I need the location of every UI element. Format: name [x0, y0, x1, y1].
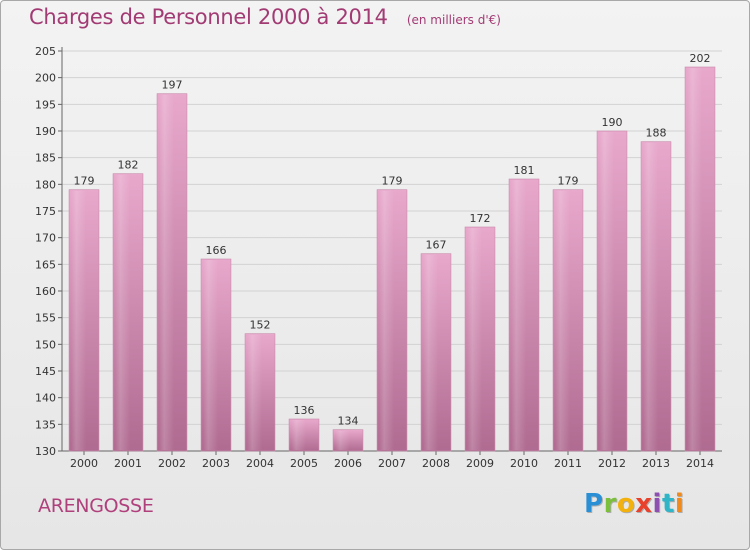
x-tick-label-2010: 2010: [510, 457, 538, 470]
y-tick-label: 140: [35, 392, 56, 405]
y-tick-label: 175: [35, 205, 56, 218]
y-tick-label: 190: [35, 125, 56, 138]
value-label-2009: 172: [470, 212, 491, 225]
x-tick-label-2013: 2013: [642, 457, 670, 470]
value-label-2011: 179: [558, 175, 579, 188]
logo-letter: r: [603, 489, 617, 519]
chart-unit: (en milliers d'€): [406, 13, 501, 27]
logo-letter: i: [652, 489, 662, 519]
bar-sheen: [71, 190, 86, 450]
bar-sheen: [555, 190, 570, 450]
x-tick-label-2014: 2014: [686, 457, 714, 470]
y-tick-label: 155: [35, 312, 56, 325]
x-tick-label-2009: 2009: [466, 457, 494, 470]
y-tick-label: 160: [35, 285, 56, 298]
value-label-2002: 197: [162, 79, 183, 92]
x-tick-label-2005: 2005: [290, 457, 318, 470]
x-tick-label-2006: 2006: [334, 457, 362, 470]
bars: [68, 66, 716, 452]
value-label-2008: 167: [426, 239, 447, 252]
y-tick-label: 185: [35, 152, 56, 165]
bar-sheen: [247, 334, 262, 450]
y-tick-label: 170: [35, 232, 56, 245]
title-row: Charges de Personnel 2000 à 2014 (en mil…: [29, 5, 501, 29]
value-label-2010: 181: [514, 164, 535, 177]
bar-sheen: [335, 430, 350, 450]
y-tick-label: 130: [35, 445, 56, 458]
bar-sheen: [291, 420, 306, 450]
y-tick-label: 165: [35, 258, 56, 271]
logo-letter: x: [635, 489, 653, 519]
y-tick-label: 200: [35, 72, 56, 85]
x-tick-label-2008: 2008: [422, 457, 450, 470]
bar-sheen: [115, 174, 130, 450]
value-label-2013: 188: [646, 127, 667, 140]
y-tick-label: 180: [35, 178, 56, 191]
bar-sheen: [599, 132, 614, 450]
bar-sheen: [511, 180, 526, 450]
x-tick-label-2011: 2011: [554, 457, 582, 470]
x-tick-label-2002: 2002: [158, 457, 186, 470]
bar-sheen: [379, 190, 394, 450]
logo-letter: P: [584, 489, 604, 519]
value-label-2014: 202: [690, 52, 711, 65]
bar-sheen: [467, 228, 482, 450]
y-tick-label: 145: [35, 365, 56, 378]
bar-sheen: [203, 260, 218, 450]
bar-sheen: [687, 68, 702, 450]
value-label-2003: 166: [206, 244, 227, 257]
y-tick-label: 205: [35, 45, 56, 58]
value-label-2005: 136: [294, 404, 315, 417]
bar-sheen: [159, 94, 174, 451]
y-tick-label: 135: [35, 418, 56, 431]
value-label-2006: 134: [338, 415, 359, 428]
logo-letter: i: [674, 489, 685, 519]
value-label-2012: 190: [602, 116, 623, 129]
logo-letter: o: [616, 489, 636, 519]
y-tick-label: 150: [35, 338, 56, 351]
bar-sheen: [643, 142, 658, 450]
x-tick-label-2007: 2007: [378, 457, 406, 470]
value-label-2001: 182: [118, 159, 139, 172]
x-tick-label-2003: 2003: [202, 457, 230, 470]
proxiti-logo: Proxiti: [584, 489, 684, 519]
labels: 179 2000 182 2001 197 2002 166 2003 152 2004 136 20…: [70, 52, 714, 470]
bar-sheen: [423, 254, 438, 450]
x-tick-label-2000: 2000: [70, 457, 98, 470]
x-tick-label-2001: 2001: [114, 457, 142, 470]
city-name: ARENGOSSE: [38, 495, 154, 517]
logo-letter: t: [661, 489, 675, 519]
x-tick-label-2004: 2004: [246, 457, 274, 470]
value-label-2007: 179: [382, 175, 403, 188]
value-label-2000: 179: [74, 175, 95, 188]
y-tick-label: 195: [35, 98, 56, 111]
x-tick-label-2012: 2012: [598, 457, 626, 470]
chart-title: Charges de Personnel 2000 à 2014: [29, 5, 388, 29]
value-label-2004: 152: [250, 319, 271, 332]
